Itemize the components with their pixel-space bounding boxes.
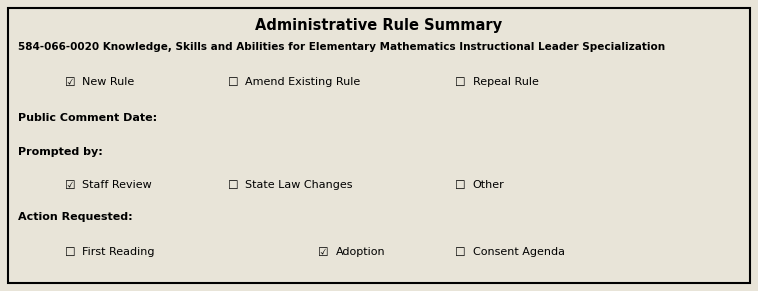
Text: First Reading: First Reading xyxy=(83,247,155,257)
Text: ☐: ☐ xyxy=(227,75,238,88)
Text: Prompted by:: Prompted by: xyxy=(18,147,103,157)
Text: Other: Other xyxy=(473,180,505,190)
Text: Administrative Rule Summary: Administrative Rule Summary xyxy=(255,18,503,33)
Text: Consent Agenda: Consent Agenda xyxy=(473,247,565,257)
Text: Action Requested:: Action Requested: xyxy=(18,212,136,222)
Text: Amend Existing Rule: Amend Existing Rule xyxy=(246,77,361,87)
Text: ☑: ☑ xyxy=(64,75,75,88)
Text: Repeal Rule: Repeal Rule xyxy=(473,77,539,87)
Text: ☑: ☑ xyxy=(318,246,329,258)
Text: ☐: ☐ xyxy=(455,178,465,191)
Text: Public Comment Date:: Public Comment Date: xyxy=(18,113,157,123)
Text: ☑: ☑ xyxy=(64,178,75,191)
Text: New Rule: New Rule xyxy=(83,77,135,87)
Text: ☐: ☐ xyxy=(227,178,238,191)
Text: Staff Review: Staff Review xyxy=(83,180,152,190)
Text: ☐: ☐ xyxy=(64,246,75,258)
Text: 584-066-0020 Knowledge, Skills and Abilities for Elementary Mathematics Instruct: 584-066-0020 Knowledge, Skills and Abili… xyxy=(18,42,665,52)
Text: State Law Changes: State Law Changes xyxy=(246,180,353,190)
Text: ☐: ☐ xyxy=(455,246,465,258)
Text: Adoption: Adoption xyxy=(337,247,386,257)
Text: ☐: ☐ xyxy=(455,75,465,88)
